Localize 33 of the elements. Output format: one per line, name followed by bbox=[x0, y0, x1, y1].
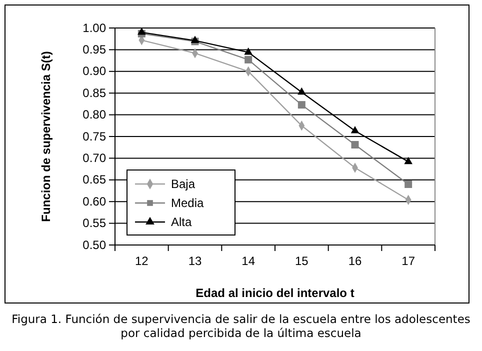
y-tick-label: 0.55 bbox=[82, 216, 106, 230]
point bbox=[190, 36, 200, 43]
point bbox=[298, 87, 306, 95]
text: Figura 1. Función de supervivencia de salir de la escuela entre los adolescentes por calidad percibida de la última escuela bbox=[10, 312, 472, 340]
x-axis-title: Edad al inicio del intervalo t bbox=[196, 286, 354, 300]
legend-label: Baja bbox=[171, 177, 196, 191]
y-tick-label: 0.90 bbox=[82, 64, 106, 78]
point bbox=[244, 48, 252, 55]
x-tick-label: 14 bbox=[242, 254, 256, 268]
x-tick-label: 12 bbox=[134, 254, 149, 268]
y-axis-title: Funcion de supervivencia S(t) bbox=[39, 51, 53, 222]
point bbox=[351, 141, 359, 148]
point bbox=[138, 28, 146, 35]
y-tick-label: 0.80 bbox=[82, 108, 106, 122]
y-tick-label: 0.50 bbox=[82, 238, 106, 252]
x-tick-label: 13 bbox=[188, 254, 202, 268]
y-tick-label: 1.00 bbox=[82, 20, 106, 35]
legend-label: Alta bbox=[171, 215, 192, 229]
legend-label: Media bbox=[171, 196, 204, 210]
x-tick-label: 16 bbox=[348, 254, 362, 268]
y-tick-label: 0.60 bbox=[82, 194, 106, 208]
y-tick-label: 0.70 bbox=[82, 151, 106, 166]
y-tick-label: 0.65 bbox=[82, 172, 106, 187]
y-tick-label: 0.75 bbox=[82, 129, 106, 144]
point bbox=[404, 180, 412, 188]
y-tick-label: 0.85 bbox=[82, 86, 106, 100]
x-tick-label: 17 bbox=[402, 254, 416, 268]
y-tick-label: 0.95 bbox=[82, 42, 106, 57]
point bbox=[298, 101, 306, 109]
point bbox=[244, 56, 252, 64]
point bbox=[350, 126, 360, 134]
x-tick-label: 15 bbox=[294, 254, 309, 268]
point bbox=[404, 156, 412, 164]
